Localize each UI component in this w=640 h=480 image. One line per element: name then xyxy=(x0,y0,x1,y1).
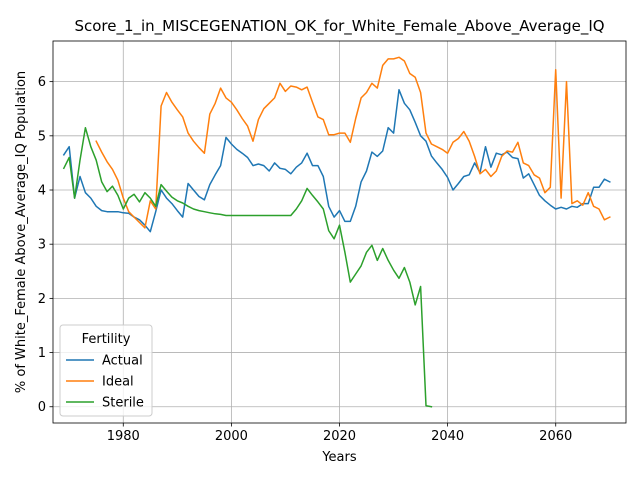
series-layer xyxy=(62,56,611,408)
legend-entries: Actual Ideal Sterile xyxy=(66,354,144,411)
x-tick-label: 2060 xyxy=(539,429,572,444)
series-line-actual xyxy=(62,89,611,233)
legend-label-actual: Actual xyxy=(102,354,143,369)
x-axis-label: Years xyxy=(321,450,357,465)
ticks-layer: 1980 2000 2020 2040 2060 0 1 2 3 4 5 6 xyxy=(38,75,573,444)
legend: Fertility Actual Ideal Sterile xyxy=(59,324,153,417)
y-tick-label: 2 xyxy=(38,292,46,307)
series-line-sterile xyxy=(62,126,433,408)
legend-label-sterile: Sterile xyxy=(102,396,144,411)
legend-label-ideal: Ideal xyxy=(102,375,134,390)
x-tick-label: 2040 xyxy=(431,429,464,444)
x-tick-label: 1980 xyxy=(107,429,140,444)
legend-title: Fertility xyxy=(82,332,131,347)
legend-box xyxy=(59,324,153,417)
y-axis-label: % of White_Female Above_Average_IQ Popul… xyxy=(14,71,29,393)
x-tick-label: 2020 xyxy=(323,429,356,444)
series-line-ideal xyxy=(95,56,611,229)
y-tick-label: 6 xyxy=(38,75,46,90)
y-tick-label: 0 xyxy=(38,400,46,415)
grid-layer xyxy=(53,41,626,423)
x-tick-label: 2000 xyxy=(215,429,248,444)
y-tick-label: 3 xyxy=(38,238,46,253)
y-tick-label: 5 xyxy=(38,129,46,144)
chart-title: Score_1_in_MISCEGENATION_OK_for_White_Fe… xyxy=(74,17,604,36)
y-tick-label: 1 xyxy=(38,346,46,361)
y-tick-label: 4 xyxy=(38,184,46,199)
